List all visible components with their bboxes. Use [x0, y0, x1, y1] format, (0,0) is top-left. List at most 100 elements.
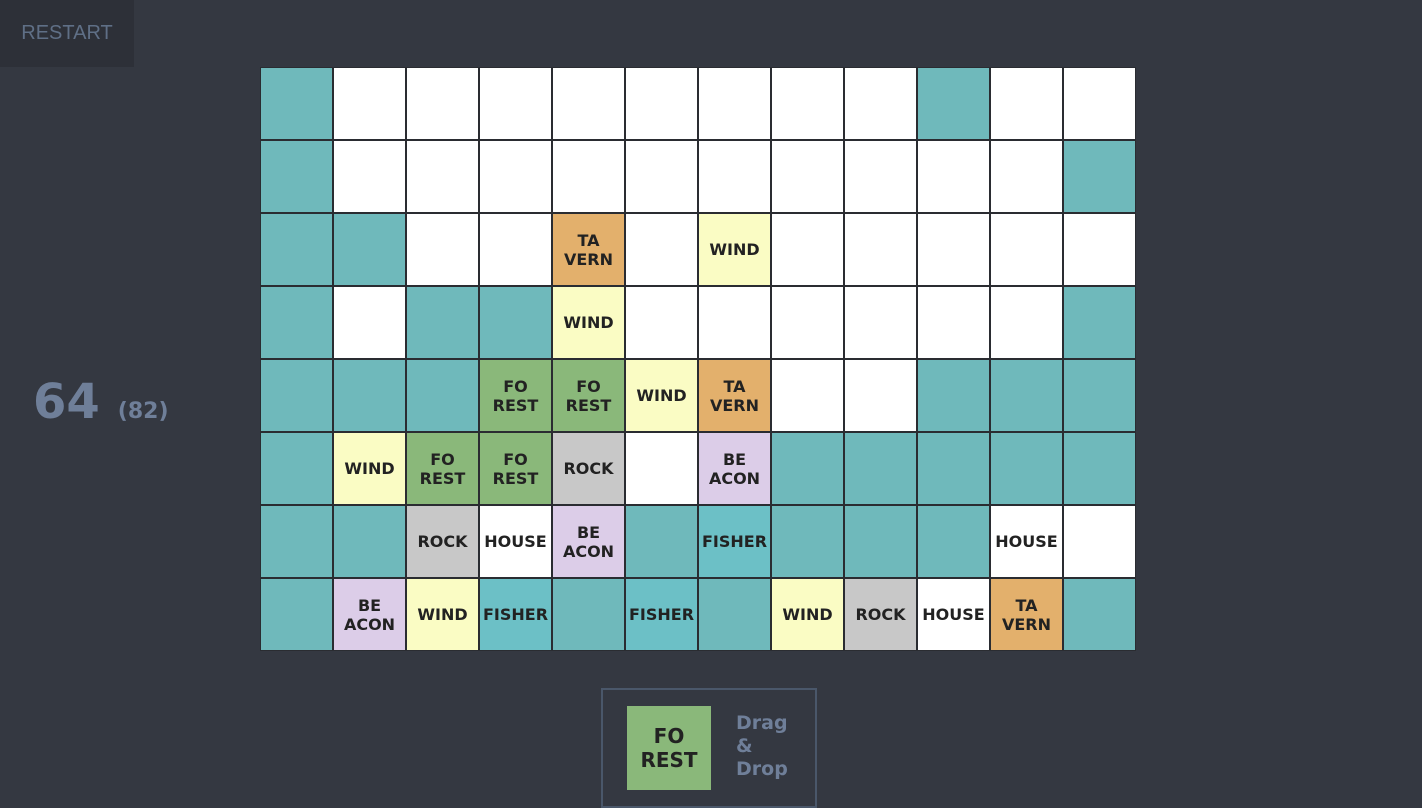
- board-cell-water[interactable]: [918, 506, 989, 577]
- board-cell-empty[interactable]: [699, 141, 770, 212]
- board-cell-empty[interactable]: [991, 287, 1062, 358]
- board-cell-empty[interactable]: [553, 68, 624, 139]
- board-cell-empty[interactable]: [480, 68, 551, 139]
- board-cell-water[interactable]: [918, 68, 989, 139]
- board-cell-wind[interactable]: WIND: [407, 579, 478, 650]
- board-cell-water[interactable]: [334, 214, 405, 285]
- board-cell-water[interactable]: [334, 360, 405, 431]
- board-cell-water[interactable]: [918, 360, 989, 431]
- board-cell-empty[interactable]: [480, 214, 551, 285]
- board-cell-water[interactable]: [261, 360, 332, 431]
- board-cell-wind[interactable]: WIND: [772, 579, 843, 650]
- board-cell-empty[interactable]: [845, 68, 916, 139]
- board-cell-empty[interactable]: [772, 287, 843, 358]
- board-cell-empty[interactable]: [918, 141, 989, 212]
- board-cell-rock[interactable]: ROCK: [407, 506, 478, 577]
- board-cell-empty[interactable]: [626, 68, 697, 139]
- game-board[interactable]: TA VERN WIND WIND FO REST FO REST WIND TA VERN WIND…: [260, 67, 1136, 651]
- board-cell-empty[interactable]: [918, 287, 989, 358]
- board-cell-water[interactable]: [991, 360, 1062, 431]
- board-cell-tavern[interactable]: TA VERN: [699, 360, 770, 431]
- board-cell-wind[interactable]: WIND: [334, 433, 405, 504]
- restart-button[interactable]: RESTART: [0, 0, 134, 67]
- board-cell-water[interactable]: [1064, 287, 1135, 358]
- board-cell-empty[interactable]: [991, 68, 1062, 139]
- board-cell-empty[interactable]: [699, 68, 770, 139]
- board-cell-house[interactable]: HOUSE: [991, 506, 1062, 577]
- board-cell-empty[interactable]: [845, 214, 916, 285]
- board-cell-water[interactable]: [407, 287, 478, 358]
- board-cell-empty[interactable]: [918, 214, 989, 285]
- board-cell-water[interactable]: [553, 579, 624, 650]
- board-cell-empty[interactable]: [553, 141, 624, 212]
- board-cell-empty[interactable]: [1064, 506, 1135, 577]
- board-cell-fisher[interactable]: FISHER: [480, 579, 551, 650]
- board-cell-empty[interactable]: [845, 287, 916, 358]
- board-cell-tavern[interactable]: TA VERN: [991, 579, 1062, 650]
- board-cell-water[interactable]: [918, 433, 989, 504]
- board-cell-water[interactable]: [1064, 433, 1135, 504]
- board-cell-fisher[interactable]: FISHER: [699, 506, 770, 577]
- board-cell-water[interactable]: [261, 214, 332, 285]
- board-cell-tavern[interactable]: TA VERN: [553, 214, 624, 285]
- board-cell-house[interactable]: HOUSE: [480, 506, 551, 577]
- board-cell-water[interactable]: [261, 506, 332, 577]
- board-cell-water[interactable]: [334, 506, 405, 577]
- board-cell-rock[interactable]: ROCK: [553, 433, 624, 504]
- board-cell-water[interactable]: [1064, 579, 1135, 650]
- board-cell-beacon[interactable]: BE ACON: [334, 579, 405, 650]
- board-cell-empty[interactable]: [772, 360, 843, 431]
- board-cell-empty[interactable]: [334, 68, 405, 139]
- board-cell-beacon[interactable]: BE ACON: [553, 506, 624, 577]
- board-cell-water[interactable]: [626, 506, 697, 577]
- board-cell-empty[interactable]: [991, 214, 1062, 285]
- board-cell-beacon[interactable]: BE ACON: [699, 433, 770, 504]
- board-cell-water[interactable]: [261, 141, 332, 212]
- board-cell-empty[interactable]: [626, 287, 697, 358]
- board-cell-water[interactable]: [845, 433, 916, 504]
- board-cell-empty[interactable]: [845, 141, 916, 212]
- board-cell-water[interactable]: [772, 506, 843, 577]
- board-cell-empty[interactable]: [699, 287, 770, 358]
- board-cell-house[interactable]: HOUSE: [918, 579, 989, 650]
- board-cell-water[interactable]: [480, 287, 551, 358]
- board-cell-empty[interactable]: [407, 141, 478, 212]
- board-cell-water[interactable]: [261, 433, 332, 504]
- board-cell-forest[interactable]: FO REST: [553, 360, 624, 431]
- board-cell-forest[interactable]: FO REST: [407, 433, 478, 504]
- board-cell-empty[interactable]: [845, 360, 916, 431]
- board-cell-empty[interactable]: [407, 68, 478, 139]
- board-cell-water[interactable]: [407, 360, 478, 431]
- board-cell-water[interactable]: [261, 287, 332, 358]
- board-cell-empty[interactable]: [991, 141, 1062, 212]
- board-cell-wind[interactable]: WIND: [553, 287, 624, 358]
- board-cell-water[interactable]: [261, 579, 332, 650]
- board-cell-empty[interactable]: [1064, 214, 1135, 285]
- board-cell-empty[interactable]: [480, 141, 551, 212]
- board-cell-rock[interactable]: ROCK: [845, 579, 916, 650]
- board-cell-water[interactable]: [261, 68, 332, 139]
- board-cell-empty[interactable]: [407, 214, 478, 285]
- board-cell-empty[interactable]: [772, 214, 843, 285]
- board-cell-empty[interactable]: [334, 141, 405, 212]
- board-cell-water[interactable]: [1064, 141, 1135, 212]
- board-cell-empty[interactable]: [626, 214, 697, 285]
- board-cell-forest[interactable]: FO REST: [480, 433, 551, 504]
- board-cell-forest[interactable]: FO REST: [480, 360, 551, 431]
- board-cell-water[interactable]: [772, 433, 843, 504]
- board-cell-empty[interactable]: [772, 141, 843, 212]
- board-cell-empty[interactable]: [626, 433, 697, 504]
- board-cell-water[interactable]: [1064, 360, 1135, 431]
- board-cell-water[interactable]: [845, 506, 916, 577]
- board-cell-water[interactable]: [699, 579, 770, 650]
- board-cell-empty[interactable]: [334, 287, 405, 358]
- board-cell-fisher[interactable]: FISHER: [626, 579, 697, 650]
- next-piece-forest[interactable]: FO REST: [627, 706, 711, 790]
- tile-label: FO: [576, 376, 601, 396]
- board-cell-empty[interactable]: [772, 68, 843, 139]
- board-cell-wind[interactable]: WIND: [626, 360, 697, 431]
- board-cell-water[interactable]: [991, 433, 1062, 504]
- board-cell-wind[interactable]: WIND: [699, 214, 770, 285]
- board-cell-empty[interactable]: [626, 141, 697, 212]
- board-cell-empty[interactable]: [1064, 68, 1135, 139]
